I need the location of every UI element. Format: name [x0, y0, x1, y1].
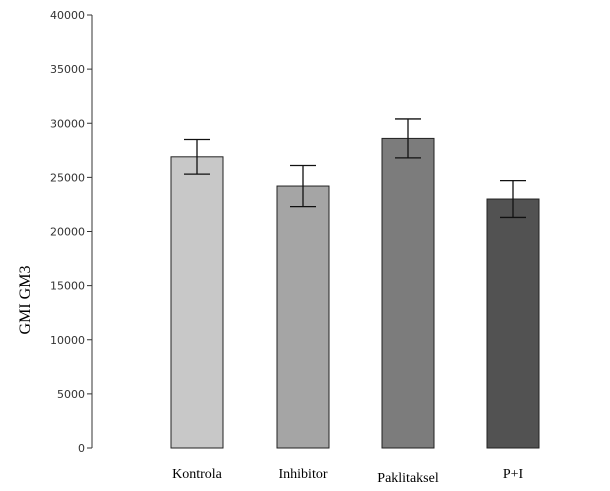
bar-paklitaksel [381, 137, 435, 449]
y-tick-label: 40000 [50, 9, 85, 22]
y-axis: 0 5000 10000 15000 20000 25000 30000 35000 40000 [50, 9, 93, 455]
x-category-label: P+I [503, 467, 524, 482]
x-category-label: Kontrola [172, 467, 223, 482]
y-axis-title: GMI GM3 [17, 266, 34, 335]
x-category-label: Inhibitor [279, 467, 328, 482]
y-tick-label: 15000 [50, 280, 85, 293]
y-tick-label: 10000 [50, 334, 85, 347]
bar-kontrola [170, 156, 224, 449]
y-tick-label: 20000 [50, 226, 85, 239]
y-tick-label: 35000 [50, 63, 85, 76]
y-tick-label: 5000 [57, 388, 85, 401]
x-category-label: Paklitaksel [377, 471, 439, 486]
x-axis-labels: Kontrola Inhibitor Paklitaksel P+I [172, 467, 523, 486]
bar-p-i [486, 198, 540, 449]
bar-inhibitor [276, 185, 330, 449]
bars [170, 118, 540, 449]
y-tick-label: 25000 [50, 171, 85, 184]
y-tick-label: 30000 [50, 117, 85, 130]
y-tick-label: 0 [78, 442, 85, 455]
